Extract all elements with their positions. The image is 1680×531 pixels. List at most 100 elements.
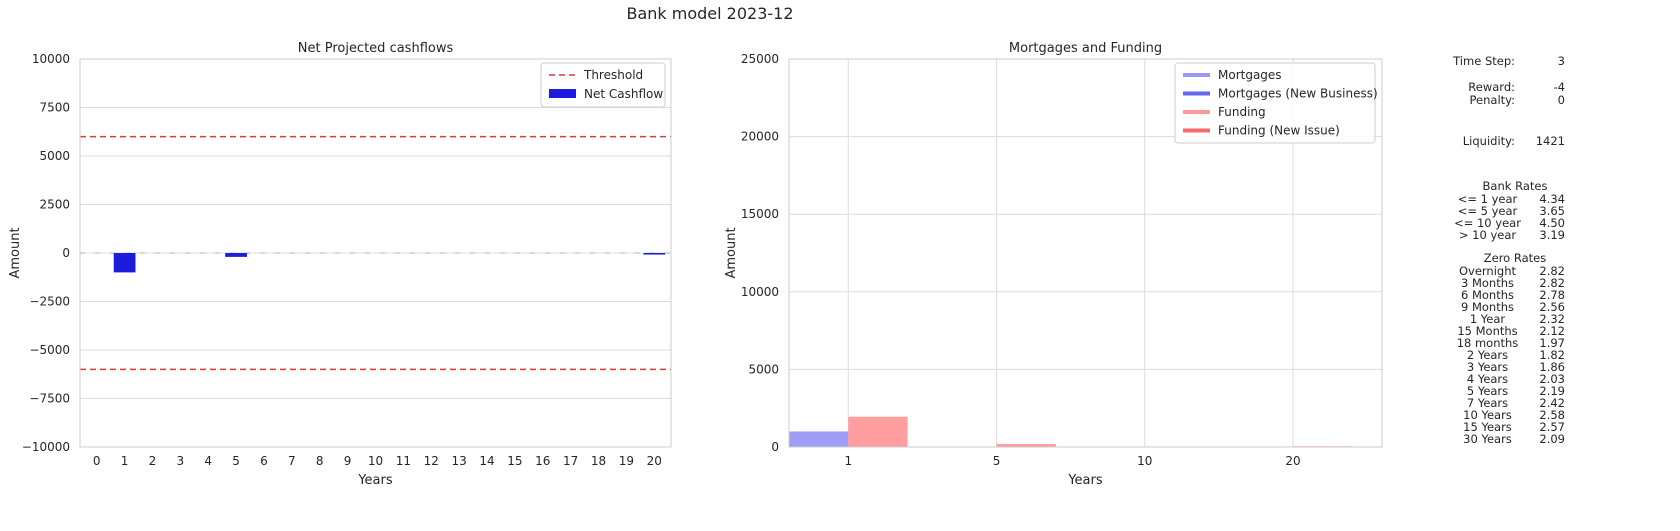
x-axis-label: Years bbox=[357, 473, 393, 488]
y-tick-label: 10000 bbox=[741, 285, 779, 299]
zero-rate-label: 7 Years bbox=[1466, 396, 1509, 410]
zero-rate-value: 1.86 bbox=[1539, 360, 1565, 374]
zero-rate-label: 18 months bbox=[1456, 336, 1519, 350]
zero-rate-value: 2.09 bbox=[1539, 432, 1565, 446]
x-tick-label: 13 bbox=[451, 454, 466, 468]
zero-rate-row: 6 Months 2.78 bbox=[1440, 289, 1565, 301]
cashflow-bar bbox=[225, 253, 247, 257]
plot-frame bbox=[788, 58, 1383, 448]
zero-rate-value: 1.82 bbox=[1539, 348, 1565, 362]
zero-rate-value: 2.03 bbox=[1539, 372, 1565, 386]
zero-rate-row: 5 Years 2.19 bbox=[1440, 385, 1565, 397]
zero-rate-value: 1.97 bbox=[1539, 336, 1565, 350]
zero-rate-row: 2 Years 1.82 bbox=[1440, 349, 1565, 361]
zero-rate-value: 2.56 bbox=[1539, 300, 1565, 314]
zero-rate-label: 3 Years bbox=[1466, 360, 1509, 374]
legend-box bbox=[1174, 62, 1376, 144]
bar-funding bbox=[996, 443, 1056, 447]
zero-rate-value: 2.32 bbox=[1539, 312, 1565, 326]
info-panel: Time Step: 3 Reward: -4 Penalty: 0 Liqui… bbox=[1440, 55, 1565, 446]
zero-rate-row: 3 Years 1.86 bbox=[1440, 361, 1565, 373]
time-step-row: Time Step: 3 bbox=[1440, 55, 1565, 68]
zero-rate-row: 15 Years 2.57 bbox=[1440, 421, 1565, 433]
x-tick-label: 14 bbox=[479, 454, 494, 468]
liquidity-value: 1421 bbox=[1535, 134, 1565, 148]
bank-rate-value: 4.50 bbox=[1539, 216, 1565, 230]
figure-title: Bank model 2023-12 bbox=[626, 4, 794, 23]
y-tick-label: −7500 bbox=[29, 392, 70, 406]
bank-rate-value: 3.19 bbox=[1539, 228, 1565, 242]
zero-rate-label: Overnight bbox=[1458, 264, 1517, 278]
x-tick-label: 1 bbox=[844, 454, 852, 468]
y-tick-label: −5000 bbox=[29, 343, 70, 357]
x-tick-label: 10 bbox=[368, 454, 383, 468]
legend-label: Mortgages (New Business) bbox=[1218, 87, 1378, 101]
zero-rate-row: 1 Year 2.32 bbox=[1440, 313, 1565, 325]
zero-rate-label: 6 Months bbox=[1460, 288, 1514, 302]
cashflow-bar bbox=[113, 253, 136, 273]
y-tick-label: 15000 bbox=[741, 207, 779, 221]
legend-label: Funding (New Issue) bbox=[1218, 124, 1340, 138]
zero-rate-row: 3 Months 2.82 bbox=[1440, 277, 1565, 289]
reward-row: Reward: -4 bbox=[1440, 81, 1565, 94]
x-tick-label: 15 bbox=[507, 454, 522, 468]
x-axis-label: Years bbox=[1067, 473, 1103, 488]
y-tick-label: 5000 bbox=[748, 362, 779, 376]
zero-rate-label: 10 Years bbox=[1463, 408, 1512, 422]
zero-rate-row: 4 Years 2.03 bbox=[1440, 373, 1565, 385]
zero-rate-row: 7 Years 2.42 bbox=[1440, 397, 1565, 409]
y-tick-label: 25000 bbox=[741, 52, 779, 66]
y-tick-label: −10000 bbox=[22, 440, 70, 454]
liquidity-label: Liquidity: bbox=[1462, 134, 1515, 148]
y-tick-label: 10000 bbox=[32, 52, 70, 66]
chart-title: Mortgages and Funding bbox=[1009, 41, 1162, 56]
bar-mortgages bbox=[789, 431, 849, 447]
zero-rate-label: 1 Year bbox=[1469, 312, 1506, 326]
bank-rate-row: <= 10 year 4.50 bbox=[1440, 217, 1565, 229]
y-tick-label: 5000 bbox=[39, 149, 70, 163]
x-tick-label: 9 bbox=[344, 454, 352, 468]
cashflow-bar bbox=[643, 253, 666, 255]
zero-rate-row: 18 months 1.97 bbox=[1440, 337, 1565, 349]
zero-rate-value: 2.82 bbox=[1539, 264, 1565, 278]
zero-rate-value: 2.82 bbox=[1539, 276, 1565, 290]
x-tick-label: 0 bbox=[93, 454, 101, 468]
zero-rate-value: 2.58 bbox=[1539, 408, 1565, 422]
reward-value: -4 bbox=[1553, 80, 1565, 94]
x-tick-label: 17 bbox=[563, 454, 578, 468]
y-tick-label: 2500 bbox=[39, 198, 70, 212]
time-step-label: Time Step: bbox=[1453, 54, 1515, 68]
y-tick-label: −2500 bbox=[29, 295, 70, 309]
bank-rate-value: 3.65 bbox=[1539, 204, 1565, 218]
x-tick-label: 7 bbox=[288, 454, 296, 468]
time-step-value: 3 bbox=[1557, 54, 1565, 68]
bar-funding bbox=[848, 416, 908, 447]
zero-rate-value: 2.78 bbox=[1539, 288, 1565, 302]
bank-rate-label: <= 5 year bbox=[1457, 204, 1518, 218]
bank-rate-row: > 10 year 3.19 bbox=[1440, 229, 1565, 241]
x-tick-label: 5 bbox=[993, 454, 1001, 468]
x-tick-label: 3 bbox=[177, 454, 185, 468]
bank-rate-row: <= 1 year 4.34 bbox=[1440, 193, 1565, 205]
zero-rate-row: 10 Years 2.58 bbox=[1440, 409, 1565, 421]
legend-threshold-label: Threshold bbox=[583, 68, 643, 82]
zero-rate-value: 2.42 bbox=[1539, 396, 1565, 410]
y-tick-label: 7500 bbox=[39, 101, 70, 115]
zero-rate-value: 2.57 bbox=[1539, 420, 1565, 434]
bank-rate-label: <= 1 year bbox=[1457, 192, 1518, 206]
x-tick-label: 11 bbox=[396, 454, 411, 468]
zero-rate-row: 9 Months 2.56 bbox=[1440, 301, 1565, 313]
legend: Mortgages Mortgages (New Business) Funding… bbox=[1174, 62, 1378, 144]
zero-rate-value: 2.12 bbox=[1539, 324, 1565, 338]
legend-label: Mortgages bbox=[1218, 68, 1282, 82]
zero-rate-label: 3 Months bbox=[1460, 276, 1514, 290]
zero-rate-label: 5 Years bbox=[1466, 384, 1509, 398]
zero-rate-label: 15 Months bbox=[1457, 324, 1518, 338]
zero-rates-title: Zero Rates bbox=[1483, 251, 1547, 265]
bank-rates-table: <= 1 year 4.34 <= 5 year 3.65 <= 10 year 4.50… bbox=[1440, 193, 1565, 241]
bank-rate-label: > 10 year bbox=[1458, 228, 1517, 242]
bank-rate-value: 4.34 bbox=[1539, 192, 1565, 206]
zero-rate-row: Overnight 2.82 bbox=[1440, 265, 1565, 277]
legend-cashflow-swatch bbox=[549, 89, 576, 98]
plot-frame bbox=[79, 58, 672, 448]
